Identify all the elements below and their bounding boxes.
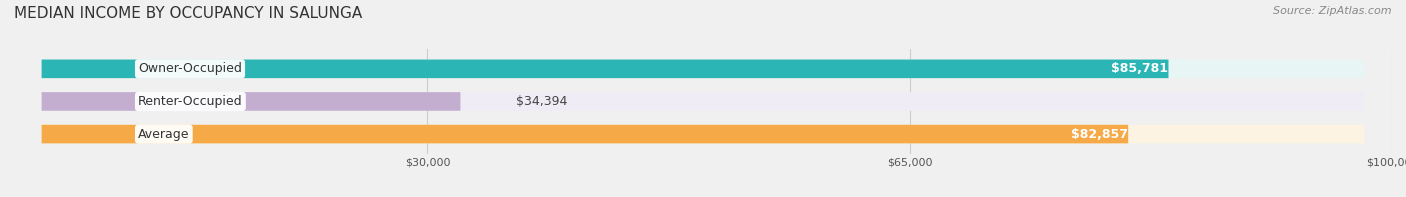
Text: MEDIAN INCOME BY OCCUPANCY IN SALUNGA: MEDIAN INCOME BY OCCUPANCY IN SALUNGA bbox=[14, 6, 363, 21]
Text: $82,857: $82,857 bbox=[1071, 128, 1128, 141]
FancyBboxPatch shape bbox=[42, 92, 1364, 111]
FancyBboxPatch shape bbox=[42, 59, 1168, 78]
FancyBboxPatch shape bbox=[42, 59, 1364, 78]
Text: Source: ZipAtlas.com: Source: ZipAtlas.com bbox=[1274, 6, 1392, 16]
Text: Average: Average bbox=[138, 128, 190, 141]
FancyBboxPatch shape bbox=[42, 125, 1364, 143]
FancyBboxPatch shape bbox=[42, 92, 460, 111]
Text: Renter-Occupied: Renter-Occupied bbox=[138, 95, 243, 108]
FancyBboxPatch shape bbox=[42, 125, 1128, 143]
Text: $85,781: $85,781 bbox=[1112, 62, 1168, 75]
Text: $34,394: $34,394 bbox=[516, 95, 567, 108]
Text: Owner-Occupied: Owner-Occupied bbox=[138, 62, 242, 75]
